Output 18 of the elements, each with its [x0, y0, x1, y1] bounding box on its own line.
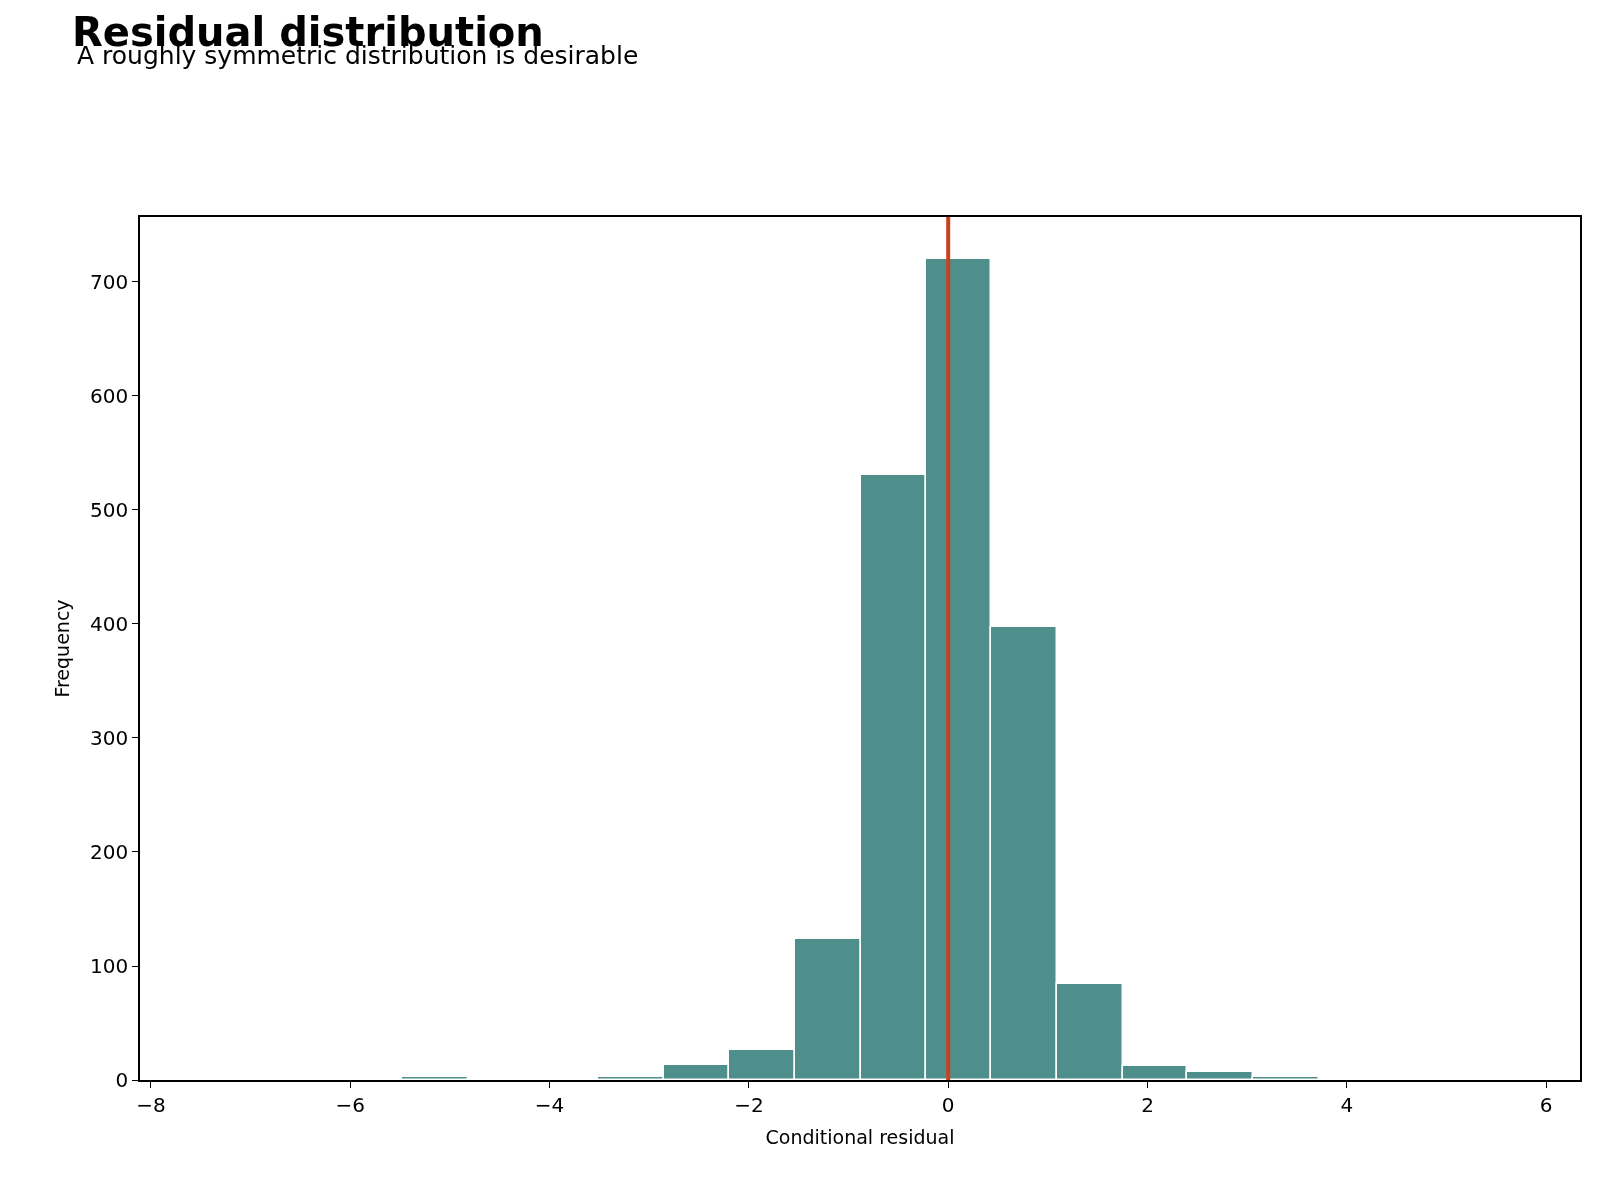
x-axis-title: Conditional residual	[765, 1126, 955, 1149]
x-tick-label: 4	[1340, 1092, 1354, 1117]
x-tick-label: 0	[941, 1092, 955, 1117]
x-tick-label: 2	[1141, 1092, 1154, 1117]
y-axis-title: Frequency	[51, 599, 74, 698]
x-tick-label: 6	[1539, 1092, 1553, 1117]
y-tick-label: 500	[90, 497, 129, 522]
x-tick-label: −8	[136, 1092, 166, 1117]
y-tick-label: 700	[90, 269, 129, 294]
y-tick-label: 100	[90, 954, 129, 978]
y-tick-label: 400	[90, 611, 129, 636]
y-tick-label: 0	[115, 1068, 129, 1092]
y-tick-label: 300	[90, 725, 129, 750]
x-tick-label: −4	[534, 1092, 565, 1117]
x-tick-label: −2	[734, 1092, 764, 1117]
y-tick-label: 600	[90, 383, 129, 408]
x-tick-label: −6	[335, 1092, 366, 1117]
y-tick-label: 200	[90, 839, 129, 864]
